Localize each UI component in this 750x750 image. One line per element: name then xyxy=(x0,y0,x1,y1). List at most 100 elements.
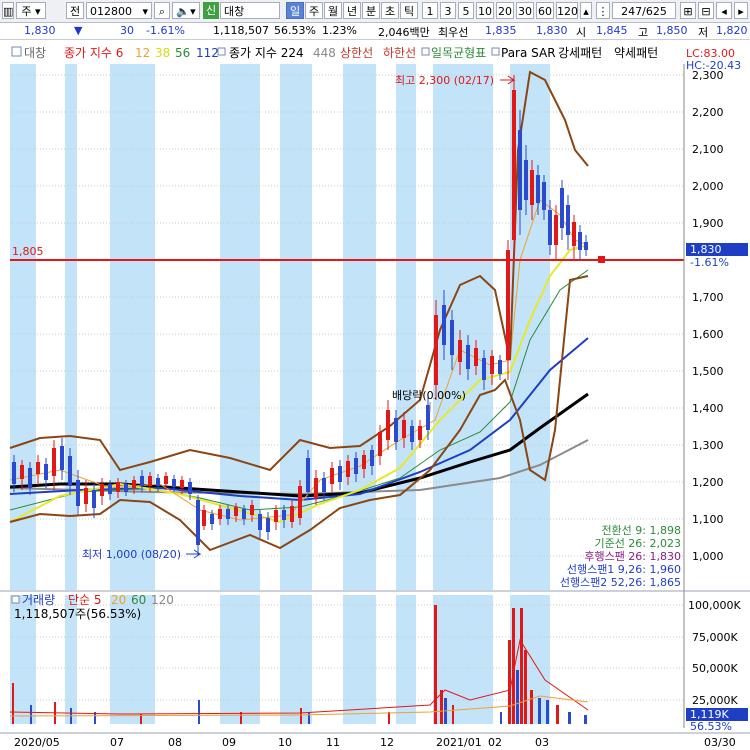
candle xyxy=(116,478,120,498)
volume-bar xyxy=(94,712,96,724)
band xyxy=(65,595,77,724)
volume-tick: 25,000K xyxy=(692,694,738,707)
bars-icon[interactable]: ⋮ xyxy=(596,2,610,19)
zoom-in-icon[interactable]: ⊞ xyxy=(680,2,696,19)
toolbar: ▥ 주 ▾ 전 012800 ▾ ⌕ 🔈▾ 신 대창 일 주 월 년 분 초 틱 … xyxy=(0,0,750,23)
candle xyxy=(108,480,112,500)
candle xyxy=(76,470,80,515)
down-arrow-icon: ▼ xyxy=(74,24,83,37)
scroll-right-icon[interactable]: ▸ xyxy=(734,2,748,19)
interval-5[interactable]: 5 xyxy=(458,2,474,19)
panel-icon[interactable]: ▥ xyxy=(2,2,14,19)
interval-1[interactable]: 1 xyxy=(422,2,438,19)
price-chart[interactable]: 1,805 대창 종가 지수 6 12 38 56 112 종가 지수 224 … xyxy=(0,40,750,750)
price-tick: 1,900 xyxy=(692,217,724,230)
volume-bar xyxy=(308,712,310,724)
x-tick: 08 xyxy=(168,736,182,749)
interval-60[interactable]: 60 xyxy=(536,2,554,19)
ichimoku-leading2: 선행스팬2 52,26: 1,865 xyxy=(560,576,681,589)
x-tick: 12 xyxy=(380,736,394,749)
volume-bar xyxy=(388,712,390,724)
mode-label: 전 xyxy=(69,5,81,18)
interval-120[interactable]: 120 xyxy=(556,2,578,19)
x-tick: 02 xyxy=(488,736,502,749)
stock-code-input[interactable]: 012800 ▾ xyxy=(86,2,152,19)
price-axis[interactable]: 2,300 2,200 2,100 2,000 1,900 1,700 1,60… xyxy=(692,69,724,563)
legend-strong: 강세패턴 xyxy=(558,46,602,60)
candle xyxy=(274,505,278,530)
x-tick: 03 xyxy=(535,736,549,749)
period-minute[interactable]: 분 xyxy=(362,2,380,19)
candle xyxy=(68,448,72,495)
current-volume-tag-value: 1,119K xyxy=(690,708,729,721)
candle xyxy=(572,215,576,260)
band xyxy=(220,595,260,724)
stock-name-field[interactable]: 대창 xyxy=(220,2,280,19)
candle xyxy=(410,420,414,450)
candle xyxy=(442,290,446,360)
volume-bar xyxy=(440,690,443,724)
best-bid: 1,830 xyxy=(536,24,568,37)
legend-weak: 약세패턴 xyxy=(614,45,658,60)
interval-3[interactable]: 3 xyxy=(440,2,456,19)
volume-legend: 거래량 단순 5 20 60 120 1,118,507주(56.53%) xyxy=(11,593,174,621)
price-tick: 2,200 xyxy=(692,106,724,119)
candle xyxy=(298,480,302,525)
volume-bar xyxy=(434,605,437,724)
interval-30[interactable]: 30 xyxy=(516,2,534,19)
band xyxy=(110,64,155,590)
candle xyxy=(458,330,462,375)
period-year[interactable]: 년 xyxy=(343,2,361,19)
candle xyxy=(234,503,238,522)
candle xyxy=(466,335,470,380)
candle xyxy=(314,470,318,505)
candle xyxy=(202,505,206,530)
high-label: 고 xyxy=(638,26,649,39)
price-tick: 1,100 xyxy=(692,513,724,526)
candle xyxy=(44,458,48,488)
zoom-out-icon[interactable]: ⊟ xyxy=(698,2,714,19)
interval-10[interactable]: 10 xyxy=(476,2,494,19)
period-tick[interactable]: 틱 xyxy=(400,2,418,19)
x-tick: 2021/01 xyxy=(436,736,482,749)
x-axis[interactable]: 2020/05 07 08 09 10 11 12 2021/01 02 03 … xyxy=(14,736,736,749)
period-week[interactable]: 주 xyxy=(305,2,323,19)
candle xyxy=(434,300,438,400)
band xyxy=(343,595,376,724)
spin-icon[interactable]: ▴ xyxy=(580,2,592,19)
candle xyxy=(322,472,326,500)
page-count-field[interactable]: 247/625 xyxy=(612,2,676,19)
price-tick: 1,200 xyxy=(692,476,724,489)
high-marker-label: 최고 2,300 (02/17) xyxy=(395,74,494,87)
candle xyxy=(140,470,144,492)
period-month[interactable]: 월 xyxy=(324,2,342,19)
candle xyxy=(370,445,374,475)
candle xyxy=(450,310,454,370)
mode-dropdown[interactable]: 전 xyxy=(66,2,84,19)
price-tick: 2,100 xyxy=(692,143,724,156)
candle xyxy=(282,505,286,528)
interval-20[interactable]: 20 xyxy=(496,2,514,19)
type-dropdown[interactable]: 주 ▾ xyxy=(16,2,46,19)
price-tick: 1,700 xyxy=(692,291,724,304)
speaker-icon[interactable]: 🔈▾ xyxy=(172,2,200,19)
band xyxy=(396,595,416,724)
volume-summary: 1,118,507주(56.53%) xyxy=(14,607,141,621)
volume-bar xyxy=(198,700,200,724)
candle xyxy=(164,472,168,490)
search-icon[interactable]: ⌕ xyxy=(154,2,170,19)
x-tick: 07 xyxy=(110,736,124,749)
candle xyxy=(566,195,570,250)
period-second[interactable]: 초 xyxy=(381,2,399,19)
volume-label: 거래량 xyxy=(22,593,55,607)
reference-marker[interactable] xyxy=(598,256,605,263)
candle xyxy=(378,425,382,465)
x-tick: 2020/05 xyxy=(14,736,60,749)
trade-value: 2,046백만 xyxy=(378,26,430,39)
scroll-left-icon[interactable]: ◂ xyxy=(716,2,732,19)
volume-axis[interactable]: 100,000K 75,000K 50,000K 25,000K xyxy=(688,599,741,707)
candle xyxy=(518,110,522,235)
candle xyxy=(196,495,200,555)
period-day[interactable]: 일 xyxy=(286,2,304,19)
band xyxy=(10,595,36,724)
